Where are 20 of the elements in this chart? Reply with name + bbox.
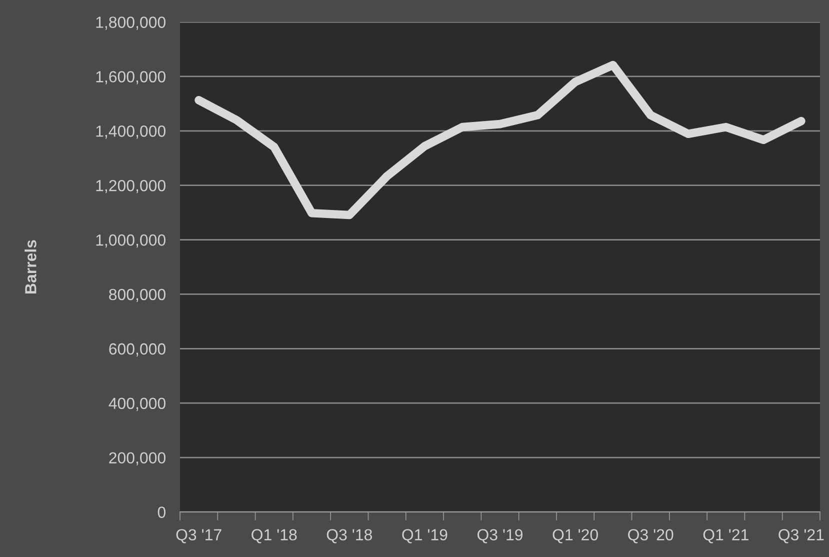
y-tick-label: 400,000 [108,398,166,411]
y-tick-label: 1,400,000 [96,126,166,139]
x-tick-label: Q1 '19 [402,529,448,544]
y-tick-label: 800,000 [109,288,166,302]
y-tick-label: 1,600,000 [96,71,166,84]
x-tick-label: Q1 '18 [252,529,297,544]
x-tick-label: Q3 '17 [176,529,222,544]
y-tick-label: 600,000 [109,343,166,356]
x-tick-label: Q3 '21 [778,529,824,544]
x-tick-label: Q3 '19 [477,529,523,544]
x-tick-label: Q1 '20 [552,529,598,544]
y-axis-title: Barrels [24,240,36,294]
y-tick-label: 1,200,000 [96,180,166,194]
y-tick-label: 1,800,000 [96,16,166,30]
y-tick-label: 0 [158,506,166,518]
x-tick-label: Q3 '18 [326,529,372,544]
y-tick-label: 1,000,000 [96,234,166,248]
y-tick-label: 200,000 [109,452,166,466]
x-tick-label: Q3 '20 [628,529,674,544]
x-tick-label: Q1 '21 [703,529,748,544]
